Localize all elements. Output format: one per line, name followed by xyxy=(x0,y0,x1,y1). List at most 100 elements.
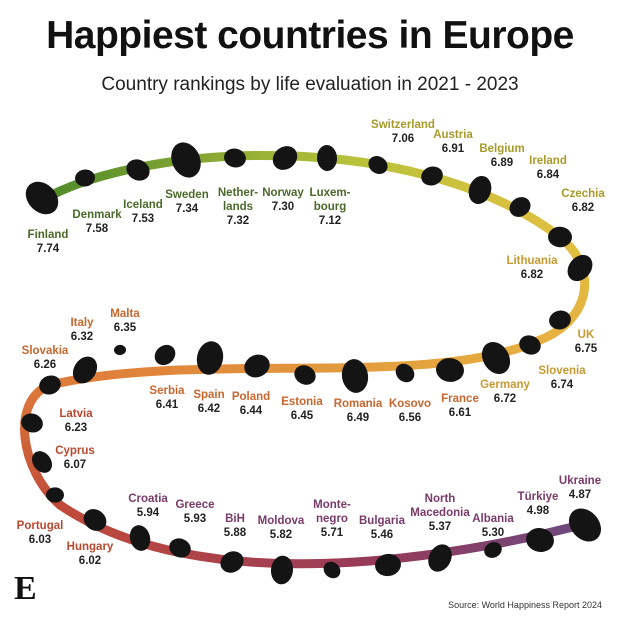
country-name: Latvia xyxy=(59,408,93,420)
country-shape xyxy=(428,544,452,572)
country-label: Czechia 6.82 xyxy=(561,187,604,215)
country-shape xyxy=(72,356,98,384)
country-label: Lithuania 6.82 xyxy=(506,254,557,282)
score: 6.89 xyxy=(490,157,514,169)
country-shape xyxy=(75,169,95,187)
country-label: Monte- negro 5.71 xyxy=(313,498,351,540)
country-name: Slovenia xyxy=(538,365,586,377)
country-shape xyxy=(154,344,176,366)
score: 5.37 xyxy=(428,521,452,533)
country-shape xyxy=(196,341,224,375)
country-name: Croatia xyxy=(128,493,168,505)
country-label: Finland 7.74 xyxy=(28,228,69,256)
country-shape xyxy=(270,555,294,585)
country-shape xyxy=(481,341,511,375)
score: 5.93 xyxy=(183,513,207,525)
country-name: Ukraine xyxy=(558,475,602,487)
country-label: Cyprus 6.07 xyxy=(55,444,95,472)
country-shape xyxy=(375,553,401,577)
country-name: Nether- lands xyxy=(217,187,259,213)
country-shape xyxy=(316,145,338,171)
country-name: Ireland xyxy=(529,155,567,167)
score: 6.82 xyxy=(571,202,595,214)
country-shape xyxy=(519,335,541,355)
country-name: Portugal xyxy=(16,520,64,532)
country-name: Kosovo xyxy=(388,398,432,410)
country-name: Greece xyxy=(175,499,215,511)
country-name: Iceland xyxy=(123,199,163,211)
country-shape xyxy=(294,365,316,385)
score: 7.34 xyxy=(175,203,199,215)
country-shape xyxy=(244,354,270,378)
country-label: Serbia 6.41 xyxy=(149,384,184,412)
score: 6.35 xyxy=(113,322,137,334)
country-shape xyxy=(224,148,246,168)
country-name: BiH xyxy=(225,513,245,525)
title: Happiest countries in Europe xyxy=(46,14,574,57)
score: 5.71 xyxy=(320,527,344,539)
score: 6.82 xyxy=(520,269,544,281)
score: 6.03 xyxy=(28,534,52,546)
score: 5.46 xyxy=(370,529,394,541)
country-name: Denmark xyxy=(72,209,122,221)
country-shape xyxy=(368,156,388,174)
country-label: Switzerland 7.06 xyxy=(371,118,435,146)
country-shape xyxy=(509,197,531,217)
country-label: Austria 6.91 xyxy=(433,128,473,156)
score: 5.94 xyxy=(136,507,160,519)
country-shape xyxy=(169,538,191,558)
country-label: North Macedonia 5.37 xyxy=(410,492,469,534)
score: 5.88 xyxy=(223,527,247,539)
country-name: Austria xyxy=(433,129,473,141)
country-label: Ireland 6.84 xyxy=(529,154,567,182)
country-label: UK 6.75 xyxy=(575,328,597,356)
score: 4.87 xyxy=(568,489,592,501)
score: 6.74 xyxy=(550,379,574,391)
country-label: Albania 5.30 xyxy=(472,512,514,540)
country-label: Moldova 5.82 xyxy=(258,514,305,542)
country-name: Romania xyxy=(333,398,383,410)
country-name: Serbia xyxy=(149,385,185,397)
country-shape xyxy=(526,528,554,552)
country-name: Bulgaria xyxy=(358,515,406,527)
country-label: Romania 6.49 xyxy=(334,397,383,425)
country-name: Türkiye xyxy=(517,491,559,503)
country-name: Czechia xyxy=(561,188,605,200)
country-name: Hungary xyxy=(66,541,114,553)
country-shape xyxy=(341,359,369,393)
country-shape xyxy=(129,525,151,551)
score: 4.98 xyxy=(526,505,550,517)
country-name: Monte- negro xyxy=(313,499,351,525)
country-shape xyxy=(548,226,572,248)
country-name: Malta xyxy=(110,308,140,320)
score: 7.74 xyxy=(36,243,60,255)
score: 7.58 xyxy=(85,223,109,235)
country-label: Belgium 6.89 xyxy=(479,142,524,170)
country-label: BiH 5.88 xyxy=(224,512,246,540)
score: 6.84 xyxy=(536,169,560,181)
country-shape xyxy=(83,509,107,531)
country-label: Iceland 7.53 xyxy=(123,198,163,226)
country-label: France 6.61 xyxy=(441,392,479,420)
score: 6.49 xyxy=(346,412,370,424)
country-name: Cyprus xyxy=(55,445,95,457)
country-shape xyxy=(436,358,464,382)
country-name: Switzerland xyxy=(371,119,435,131)
score: 6.72 xyxy=(493,393,517,405)
country-shape xyxy=(395,363,415,383)
country-label: Poland 6.44 xyxy=(232,390,270,418)
score: 5.30 xyxy=(481,527,505,539)
country-name: France xyxy=(441,393,479,405)
country-shape xyxy=(568,508,602,542)
country-name: Luxem- bourg xyxy=(309,187,351,213)
score: 6.56 xyxy=(398,412,422,424)
country-label: Slovenia 6.74 xyxy=(538,364,585,392)
score: 6.45 xyxy=(290,410,314,422)
score: 6.41 xyxy=(155,399,179,411)
country-shape xyxy=(468,175,492,205)
country-name: Albania xyxy=(472,513,514,525)
country-shape xyxy=(171,142,201,178)
country-name: Spain xyxy=(193,389,225,401)
